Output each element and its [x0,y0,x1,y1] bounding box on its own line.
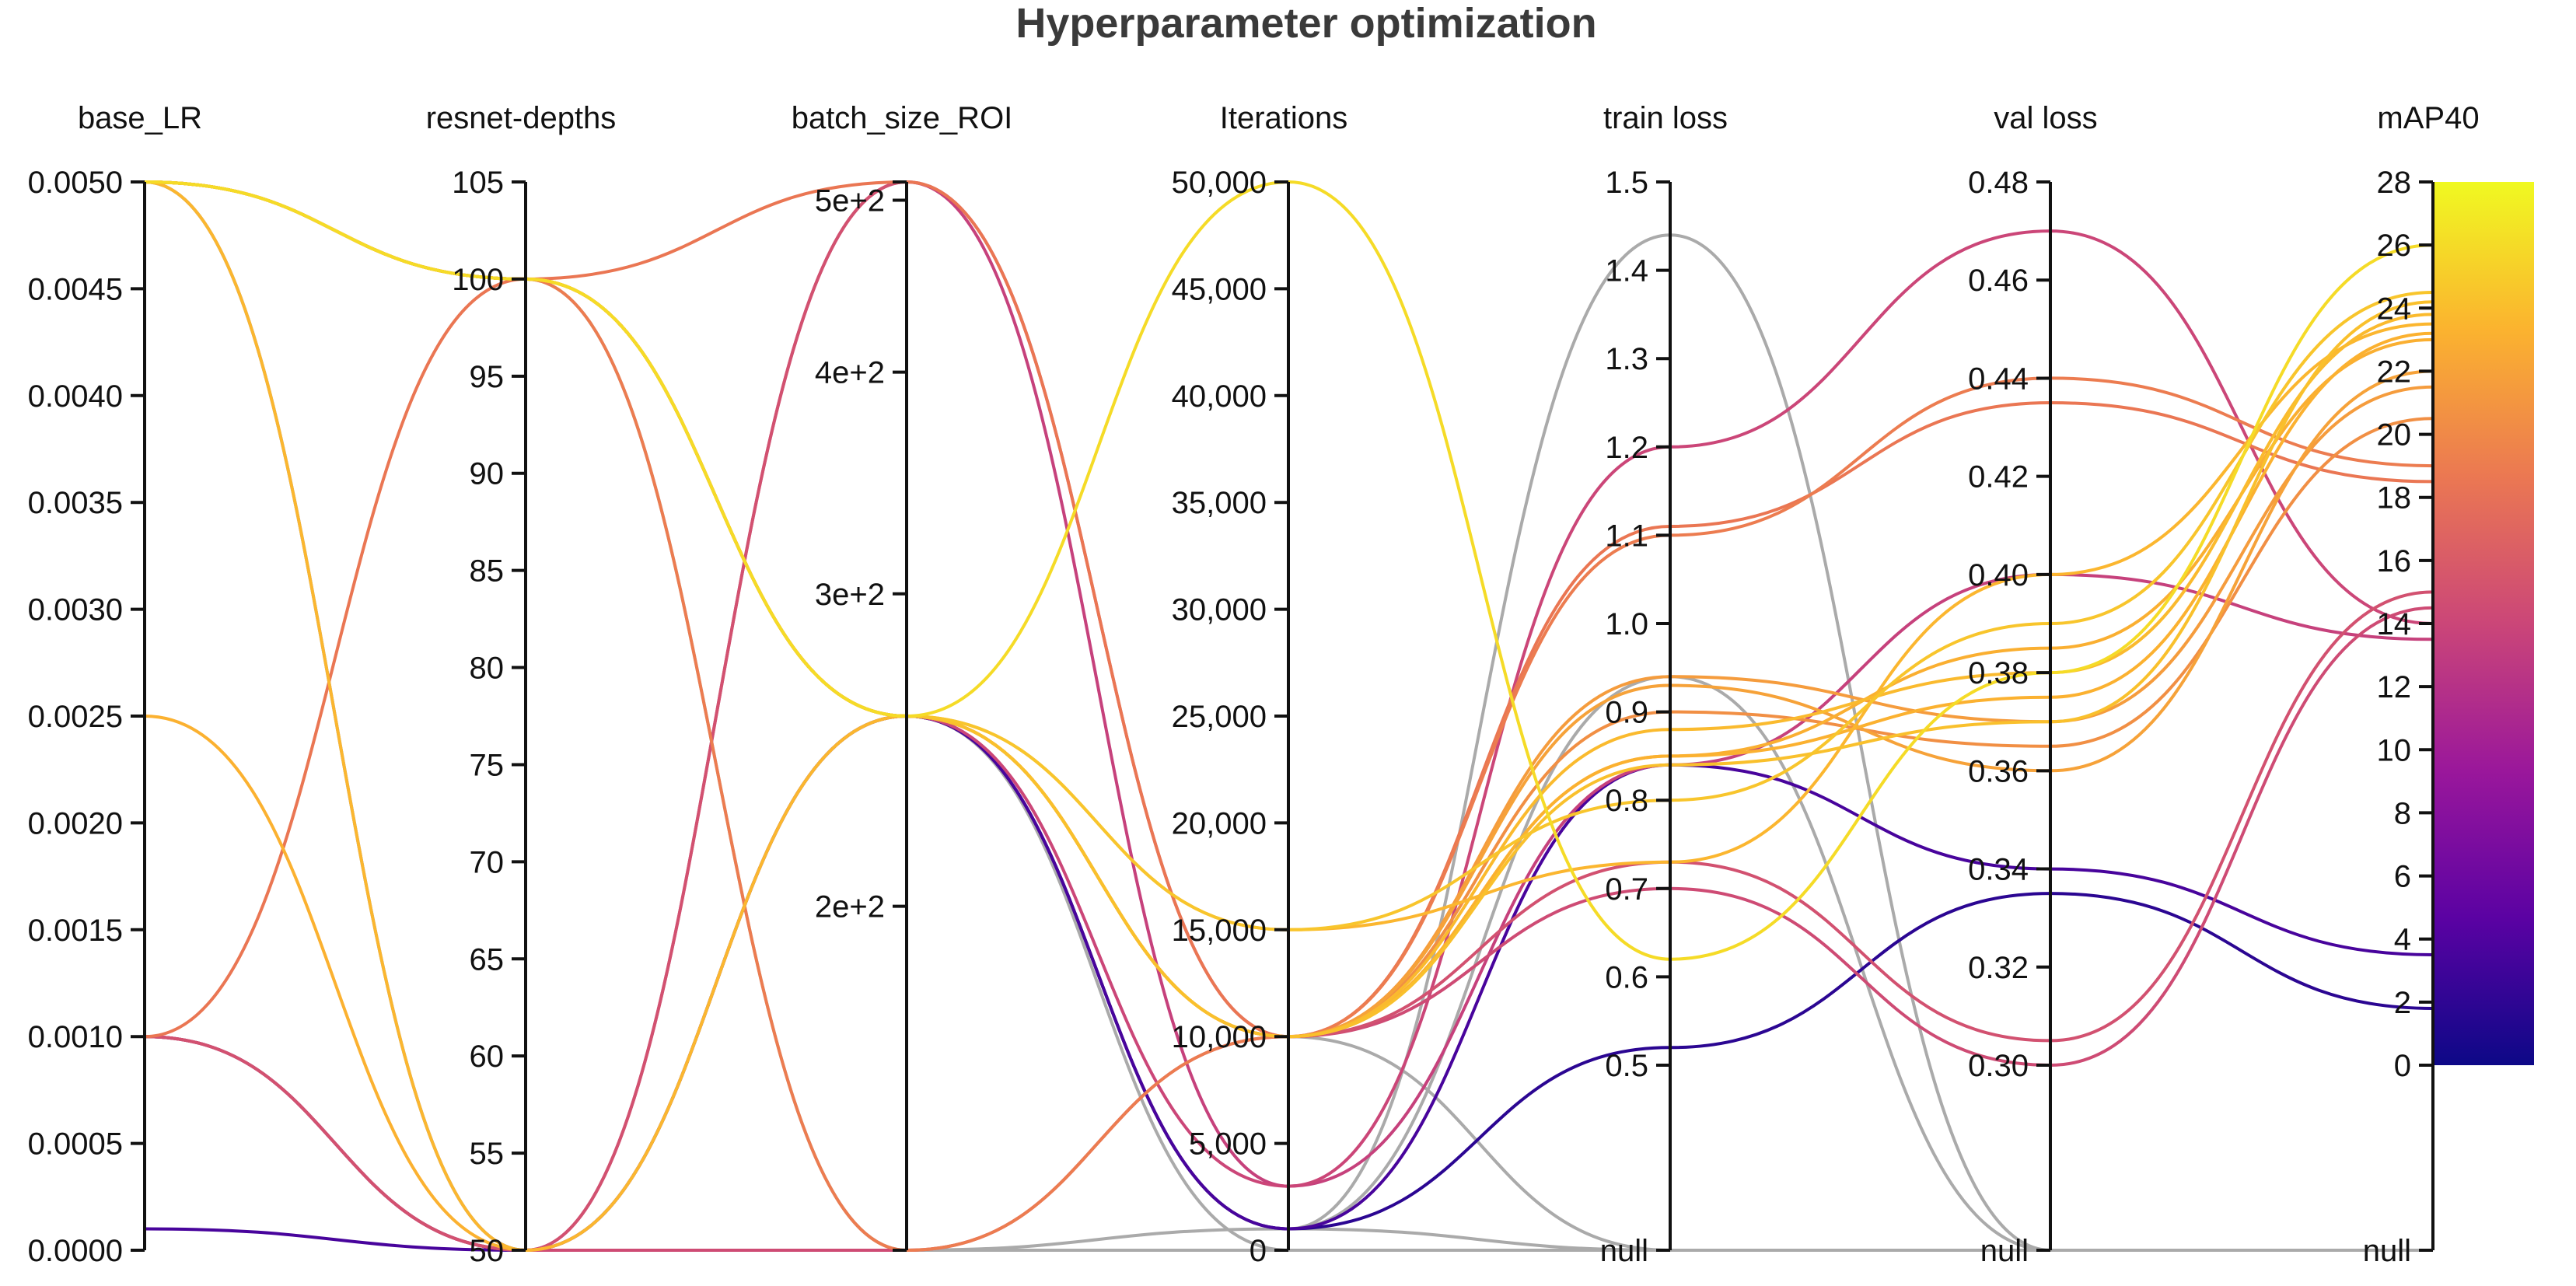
tick-label: 0.8 [1605,784,1648,818]
tick-label: 2e+2 [815,890,885,924]
tick-label: 30,000 [1172,593,1267,627]
tick-label: 0.5 [1605,1049,1648,1083]
axis-label: batch_size_ROI [792,101,1013,135]
colorbar-gradient [2434,182,2534,1065]
tick-label: 50 [470,1234,505,1268]
tick-label: 26 [2377,229,2412,263]
colorbar [2434,182,2534,1065]
tick-label: 4e+2 [815,356,885,390]
tick-label: 1.2 [1605,431,1648,465]
tick-label: 1.1 [1605,519,1648,553]
tick-label: 22 [2377,355,2412,389]
tick-label: 70 [470,845,505,879]
null-tick-label: null [1600,1234,1648,1268]
tick-label: 3e+2 [815,578,885,612]
tick-label: 20 [2377,418,2412,453]
tick-label: 1.5 [1605,166,1648,200]
null-tick-label: null [2363,1234,2411,1268]
tick-label: 0.0025 [28,700,123,734]
tick-label: 55 [470,1137,505,1171]
tick-label: 0.0010 [28,1020,123,1054]
tick-label: 0.0045 [28,272,123,306]
tick-label: 0.9 [1605,696,1648,730]
axis-label: Iterations [1220,101,1348,135]
tick-label: 95 [470,360,505,394]
series-line [144,180,2434,1253]
tick-label: 0 [2394,1049,2411,1083]
axis-label: train loss [1603,101,1728,135]
null-tick-label: null [1980,1234,2029,1268]
tick-label: 2 [2394,986,2411,1020]
tick-label: 0.0030 [28,593,123,627]
tick-label: 1.3 [1605,342,1648,376]
tick-label: 0.0005 [28,1127,123,1162]
tick-label: 0.32 [1968,951,2029,985]
tick-label: 1.0 [1605,607,1648,641]
tick-label: 60 [470,1040,505,1074]
tick-label: 0.40 [1968,558,2029,592]
tick-label: 16 [2377,544,2412,578]
axis-label: base_LR [78,101,202,135]
axis-label: resnet-depths [426,101,617,135]
tick-label: 0.48 [1968,166,2029,200]
tick-label: 80 [470,652,505,686]
chart-title: Hyperparameter optimization [1015,0,1596,47]
tick-label: 50,000 [1172,166,1267,200]
tick-label: 0.0020 [28,806,123,840]
tick-label: 0 [1250,1234,1267,1268]
axis-label: mAP40 [2377,101,2479,135]
tick-label: 15,000 [1172,914,1267,948]
tick-label: 0.0035 [28,486,123,520]
tick-label: 24 [2377,292,2412,326]
tick-label: 18 [2377,481,2412,515]
tick-label: 45,000 [1172,272,1267,306]
axes: base_LR 0.0000 0.0005 0.0010 0.0015 0.0020 0.0… [28,101,2480,1268]
tick-label: 0.0000 [28,1234,123,1268]
axis-label: val loss [1994,101,2097,135]
tick-label: 6 [2394,860,2411,894]
tick-label: 10 [2377,733,2412,767]
tick-label: 10,000 [1172,1020,1267,1054]
tick-label: 1.4 [1605,254,1648,288]
tick-label: 100 [452,263,504,297]
tick-label: 0.44 [1968,362,2029,396]
tick-label: 0.7 [1605,872,1648,907]
tick-label: 5,000 [1189,1127,1267,1162]
tick-label: 20,000 [1172,806,1267,840]
tick-label: 75 [470,748,505,782]
tick-label: 5e+2 [815,184,885,218]
tick-label: 0.0040 [28,379,123,414]
tick-label: 8 [2394,796,2411,830]
tick-label: 25,000 [1172,700,1267,734]
tick-label: 90 [470,457,505,491]
tick-label: 0.46 [1968,264,2029,298]
tick-label: 40,000 [1172,379,1267,414]
tick-label: 0.0015 [28,914,123,948]
tick-label: 14 [2377,607,2412,641]
tick-label: 65 [470,942,505,977]
tick-label: 0.6 [1605,960,1648,994]
tick-label: 0.38 [1968,656,2029,690]
series-line [144,180,2434,1039]
tick-label: 0.42 [1968,460,2029,494]
tick-label: 105 [452,166,504,200]
tick-label: 0.0050 [28,166,123,200]
tick-label: 28 [2377,166,2412,200]
tick-label: 0.36 [1968,754,2029,788]
tick-label: 4 [2394,923,2411,957]
tick-label: 0.30 [1968,1049,2029,1083]
tick-label: 85 [470,554,505,589]
tick-label: 12 [2377,670,2412,704]
tick-label: 0.34 [1968,853,2029,887]
tick-label: 35,000 [1172,486,1267,520]
